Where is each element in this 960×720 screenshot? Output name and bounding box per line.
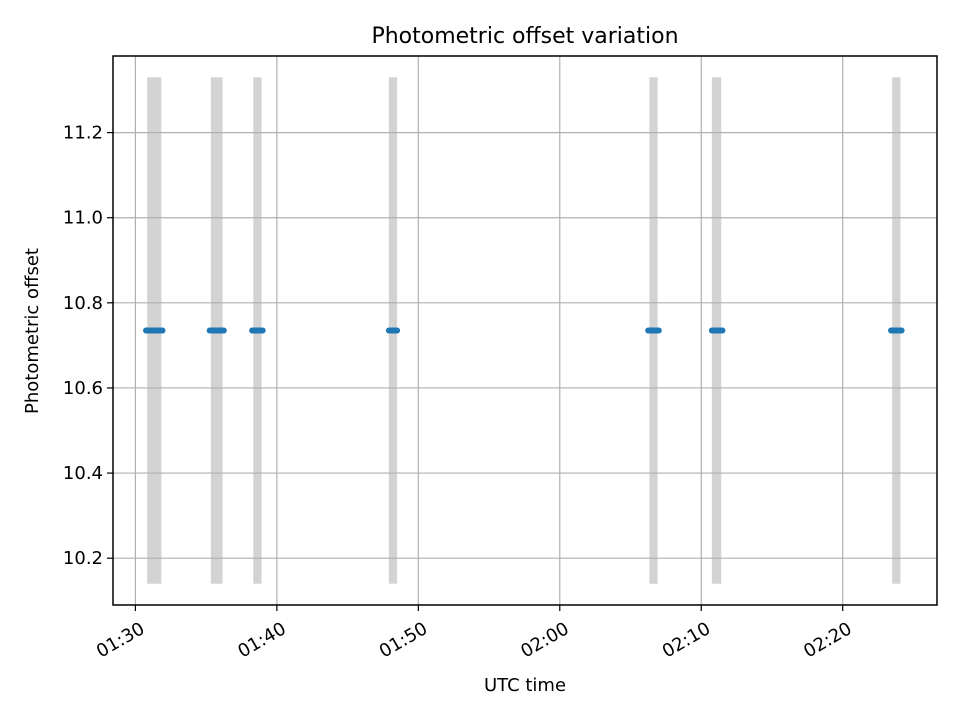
y-tick-label-5: 11.0 <box>63 208 103 229</box>
chart-title: Photometric offset variation <box>371 24 678 49</box>
plot-frame <box>112 55 938 606</box>
x-tick-label-3: 01:50 <box>376 618 431 662</box>
x-tick-label-2: 01:40 <box>234 618 289 662</box>
x-tick-label-6: 02:20 <box>800 618 855 662</box>
x-tick-label-4: 02:00 <box>517 618 572 662</box>
y-tick-label-2: 10.4 <box>63 463 103 484</box>
grid-layer <box>113 56 937 605</box>
y-tick-label-1: 10.2 <box>63 548 103 569</box>
y-tick-label-6: 11.2 <box>63 123 103 144</box>
ticks-layer: 01:30 01:40 01:50 02:00 02:10 02:20 10.2 10.4 10… <box>63 123 856 663</box>
x-tick-label-1: 01:30 <box>93 618 148 662</box>
y-tick-label-3: 10.6 <box>63 378 103 399</box>
x-axis-label: UTC time <box>484 675 566 696</box>
y-tick-label-4: 10.8 <box>63 293 103 314</box>
y-axis-label: Photometric offset <box>22 248 43 414</box>
x-tick-label-5: 02:10 <box>659 618 714 662</box>
